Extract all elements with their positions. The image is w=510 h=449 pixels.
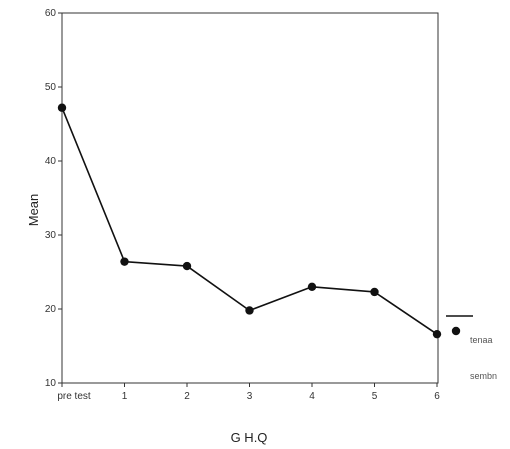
y-tick-label: 50 [45,82,57,93]
legend-dot-swatch [451,326,461,336]
x-tick-label: 1 [122,391,128,402]
x-tick-label: 3 [247,391,253,402]
y-tick-label: 40 [45,156,57,167]
x-tick-label: 5 [372,391,378,402]
x-tick-label: pre test [57,391,91,402]
plot-frame [61,12,439,384]
data-point [182,261,192,271]
x-tick-label: 4 [309,391,315,402]
y-tick-label: 60 [45,8,57,19]
data-point [432,329,442,339]
x-axis-title: G H.Q [231,430,268,445]
y-tick-label: 30 [45,230,57,241]
data-point [370,287,379,297]
data-point [245,306,254,315]
data-point [307,282,317,291]
plot-border [61,12,439,384]
y-axis-title: Mean [26,194,41,227]
y-tick-label: 10 [45,378,57,389]
x-tick-label: 2 [184,391,190,402]
series-line [61,107,438,335]
legend-label: sembn [470,371,497,381]
data-point [120,257,129,266]
y-tick-label: 20 [45,304,57,315]
y-axis: 10 20 30 40 50 60 [45,8,62,389]
x-axis: pre test 1 2 3 4 5 6 [57,383,440,402]
legend: tenaa sembn [446,315,497,381]
series-layer [57,103,442,339]
data-point [57,103,67,112]
legend-label: tenaa [470,335,493,345]
x-tick-label: 6 [434,391,440,402]
